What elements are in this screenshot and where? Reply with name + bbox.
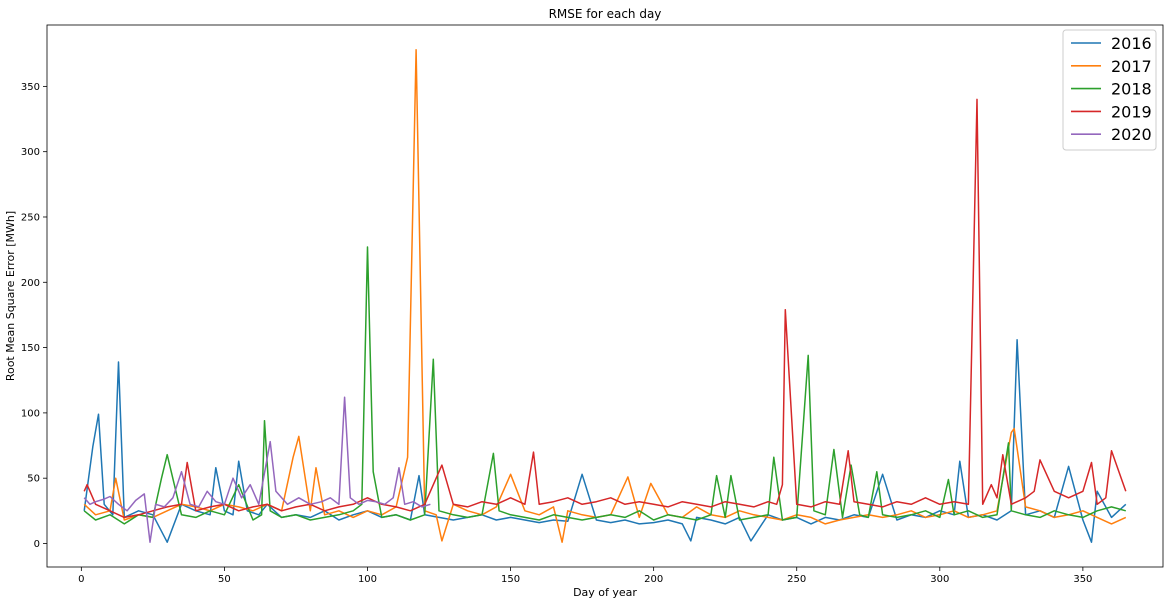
y-tick-label: 50 — [27, 474, 40, 485]
series-line-2019 — [83, 98, 1127, 519]
x-tick-label: 0 — [78, 574, 84, 585]
x-tick-label: 200 — [644, 574, 663, 585]
y-tick-label: 150 — [21, 343, 40, 354]
y-tick-label: 0 — [34, 539, 40, 550]
plot-frame — [46, 24, 1164, 568]
x-axis: 0 50 100 150 200 250 300 350 — [78, 567, 1092, 585]
y-tick-label: 350 — [21, 82, 40, 93]
series-line-2018 — [83, 246, 1126, 525]
series-lines — [83, 49, 1127, 543]
y-tick-label: 250 — [21, 212, 40, 223]
legend-label-2017: 2017 — [1111, 57, 1152, 76]
series-line-2017 — [83, 49, 1127, 543]
x-tick-label: 350 — [1073, 574, 1092, 585]
y-tick-label: 100 — [21, 408, 40, 419]
legend: 2016 2017 2018 2019 2020 — [1062, 29, 1157, 151]
legend-label-2018: 2018 — [1111, 80, 1152, 99]
legend-label-2016: 2016 — [1111, 34, 1152, 53]
legend-box — [1062, 29, 1157, 151]
chart-title: RMSE for each day — [549, 7, 662, 21]
x-tick-label: 50 — [218, 574, 231, 585]
legend-label-2020: 2020 — [1111, 125, 1152, 144]
y-tick-label: 300 — [21, 147, 40, 158]
y-tick-label: 200 — [21, 278, 40, 289]
series-line-2016 — [83, 339, 1127, 543]
x-tick-label: 250 — [787, 574, 806, 585]
series-line-2020 — [83, 396, 431, 543]
y-axis-title: Root Mean Square Error [MWh] — [4, 211, 17, 381]
x-axis-title: Day of year — [573, 586, 637, 599]
y-axis: 0 50 100 150 200 250 300 350 — [21, 82, 47, 550]
x-tick-label: 150 — [501, 574, 520, 585]
x-tick-label: 100 — [358, 574, 377, 585]
x-tick-label: 300 — [930, 574, 949, 585]
legend-label-2019: 2019 — [1111, 102, 1152, 121]
